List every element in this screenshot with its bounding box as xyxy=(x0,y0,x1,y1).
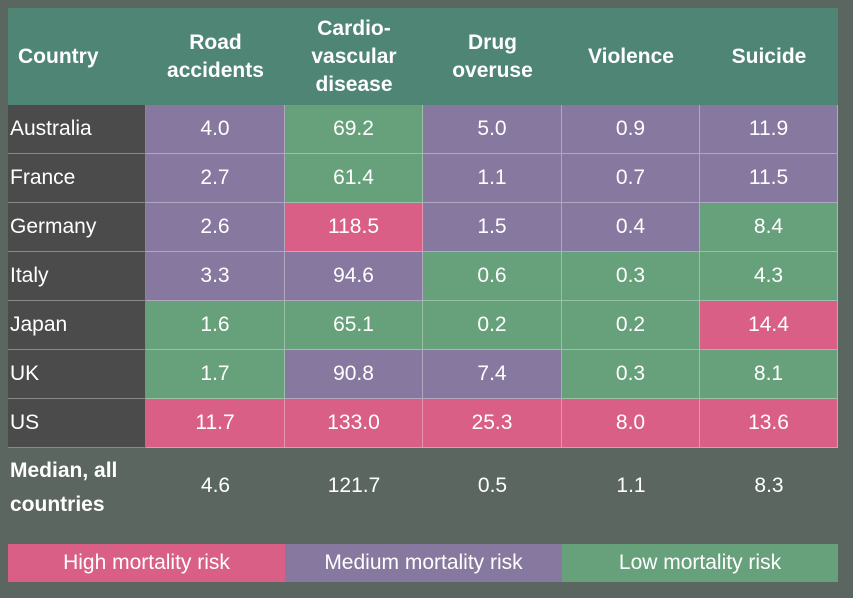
value-cell: 4.3 xyxy=(700,252,838,301)
value-cell: 94.6 xyxy=(285,252,423,301)
table-row: Italy 3.3 94.6 0.6 0.3 4.3 xyxy=(8,252,838,301)
value-cell: 1.5 xyxy=(423,203,562,252)
value-cell: 65.1 xyxy=(285,301,423,350)
header-drug-overuse: Drug overuse xyxy=(452,30,533,82)
value-cell: 1.7 xyxy=(146,350,285,399)
table-row: UK 1.7 90.8 7.4 0.3 8.1 xyxy=(8,350,838,399)
value-cell: 118.5 xyxy=(285,203,423,252)
value-cell: 0.2 xyxy=(562,301,700,350)
country-cell: Japan xyxy=(8,301,146,350)
header-cardiovascular-disease: Cardio- vascular disease xyxy=(311,16,397,96)
value-cell: 0.2 xyxy=(423,301,562,350)
value-cell: 7.4 xyxy=(423,350,562,399)
value-cell: 11.5 xyxy=(700,154,838,203)
value-cell: 133.0 xyxy=(285,399,423,448)
legend-low-risk: Low mortality risk xyxy=(562,544,838,582)
value-cell: 11.7 xyxy=(146,399,285,448)
header-road-accidents: Road accidents xyxy=(167,30,264,82)
value-cell: 0.3 xyxy=(562,252,700,301)
median-value: 1.1 xyxy=(616,474,646,497)
country-cell: US xyxy=(8,399,146,448)
value-cell: 0.9 xyxy=(562,105,700,154)
median-row: Median, all countries 4.6 121.7 0.5 1.1 … xyxy=(8,448,838,524)
table-body: Australia 4.0 69.2 5.0 0.9 11.9 France 2.7 61.4 1… xyxy=(8,105,838,448)
median-value: 4.6 xyxy=(200,474,231,497)
value-cell: 8.1 xyxy=(700,350,838,399)
value-cell: 11.9 xyxy=(700,105,838,154)
value-cell: 0.6 xyxy=(423,252,562,301)
value-cell: 1.6 xyxy=(146,301,285,350)
value-cell: 8.4 xyxy=(700,203,838,252)
header-violence: Violence xyxy=(588,44,674,68)
median-value: 0.5 xyxy=(477,474,508,497)
value-cell: 0.7 xyxy=(562,154,700,203)
value-cell: 1.1 xyxy=(423,154,562,203)
table-row: France 2.7 61.4 1.1 0.7 11.5 xyxy=(8,154,838,203)
legend: High mortality risk Medium mortality ris… xyxy=(8,544,838,582)
value-cell: 4.0 xyxy=(146,105,285,154)
median-label: Median, all countries xyxy=(10,459,118,516)
table-row: Germany 2.6 118.5 1.5 0.4 8.4 xyxy=(8,203,838,252)
header-country: Country xyxy=(18,44,99,68)
value-cell: 13.6 xyxy=(700,399,838,448)
value-cell: 2.7 xyxy=(146,154,285,203)
value-cell: 90.8 xyxy=(285,350,423,399)
country-cell: France xyxy=(8,154,146,203)
table-header: Country Road accidents Cardio- vascular … xyxy=(8,8,838,105)
country-cell: Germany xyxy=(8,203,146,252)
value-cell: 69.2 xyxy=(285,105,423,154)
value-cell: 3.3 xyxy=(146,252,285,301)
value-cell: 25.3 xyxy=(423,399,562,448)
table-row: US 11.7 133.0 25.3 8.0 13.6 xyxy=(8,399,838,448)
value-cell: 0.4 xyxy=(562,203,700,252)
value-cell: 2.6 xyxy=(146,203,285,252)
country-cell: UK xyxy=(8,350,146,399)
value-cell: 14.4 xyxy=(700,301,838,350)
country-cell: Italy xyxy=(8,252,146,301)
country-cell: Australia xyxy=(8,105,146,154)
value-cell: 61.4 xyxy=(285,154,423,203)
value-cell: 5.0 xyxy=(423,105,562,154)
value-cell: 8.0 xyxy=(562,399,700,448)
header-suicide: Suicide xyxy=(731,44,807,68)
median-value: 121.7 xyxy=(327,474,381,497)
table-row: Australia 4.0 69.2 5.0 0.9 11.9 xyxy=(8,105,838,154)
median-value: 8.3 xyxy=(754,474,784,497)
mortality-table: Country Road accidents Cardio- vascular … xyxy=(8,8,838,524)
table-row: Japan 1.6 65.1 0.2 0.2 14.4 xyxy=(8,301,838,350)
value-cell: 0.3 xyxy=(562,350,700,399)
legend-medium-risk: Medium mortality risk xyxy=(285,544,562,582)
legend-high-risk: High mortality risk xyxy=(8,544,285,582)
